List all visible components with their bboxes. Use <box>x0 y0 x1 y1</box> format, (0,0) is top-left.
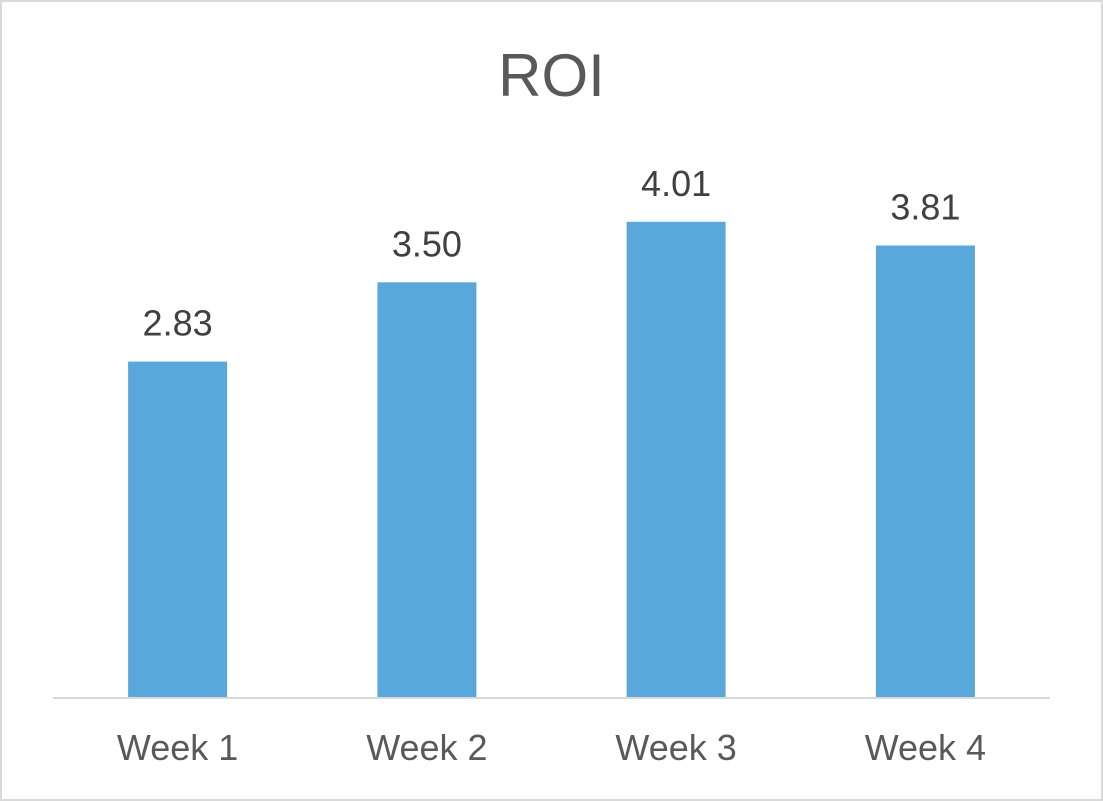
bar-3 <box>626 221 726 698</box>
x-tick-labels: Week 1 Week 2 Week 3 Week 4 <box>117 727 986 768</box>
x-tick-label-2: Week 2 <box>366 727 487 768</box>
chart-title: ROI <box>498 42 605 109</box>
bar-1 <box>128 361 228 697</box>
bars-layer <box>128 221 975 698</box>
data-label-3: 4.01 <box>641 163 711 204</box>
bar-4 <box>875 245 975 697</box>
data-label-2: 3.50 <box>392 223 462 264</box>
data-label-4: 3.81 <box>890 187 960 228</box>
labels-layer: 2.83 3.50 4.01 3.81 <box>143 163 961 344</box>
x-tick-label-3: Week 3 <box>615 727 736 768</box>
data-label-1: 2.83 <box>143 303 213 344</box>
bar-2 <box>377 282 477 698</box>
x-tick-label-4: Week 4 <box>865 727 986 768</box>
x-tick-label-1: Week 1 <box>117 727 238 768</box>
